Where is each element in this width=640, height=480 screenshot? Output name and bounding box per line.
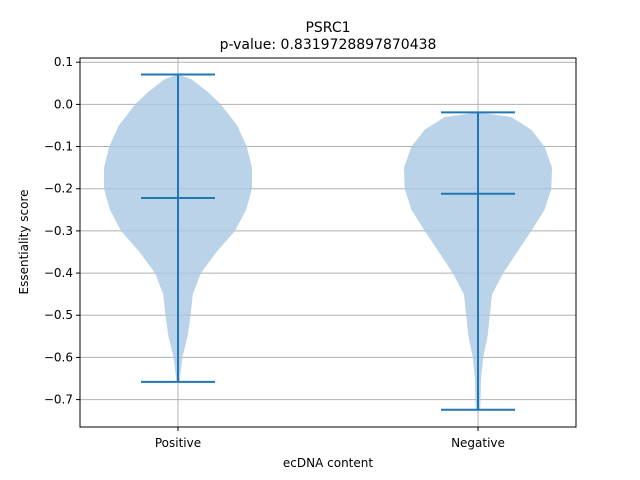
y-tick-label: −0.1 <box>44 140 73 154</box>
y-tick-label: 0.1 <box>54 55 73 69</box>
plot-frame <box>79 57 577 428</box>
violins <box>104 73 552 411</box>
x-axis-label: ecDNA content <box>283 456 373 470</box>
chart-title: PSRC1 <box>305 20 350 36</box>
y-axis-label: Essentiality score <box>17 190 31 295</box>
ticks: 0.1 0.0 −0.1 −0.2 −0.3 −0.4 −0.5 −0.6 −0.7 Positi… <box>44 55 505 450</box>
y-tick-label: −0.2 <box>44 182 73 196</box>
y-tick-label: −0.4 <box>44 266 73 280</box>
y-tick-label: −0.5 <box>44 308 73 322</box>
x-tick-label: Negative <box>451 436 505 450</box>
x-tick-label: Positive <box>155 436 201 450</box>
y-tick-label: −0.3 <box>44 224 73 238</box>
y-tick-label: −0.7 <box>44 393 73 407</box>
y-tick-label: −0.6 <box>44 350 73 364</box>
chart-subtitle: p-value: 0.8319728897870438 <box>220 37 437 53</box>
y-tick-label: 0.0 <box>54 97 73 111</box>
